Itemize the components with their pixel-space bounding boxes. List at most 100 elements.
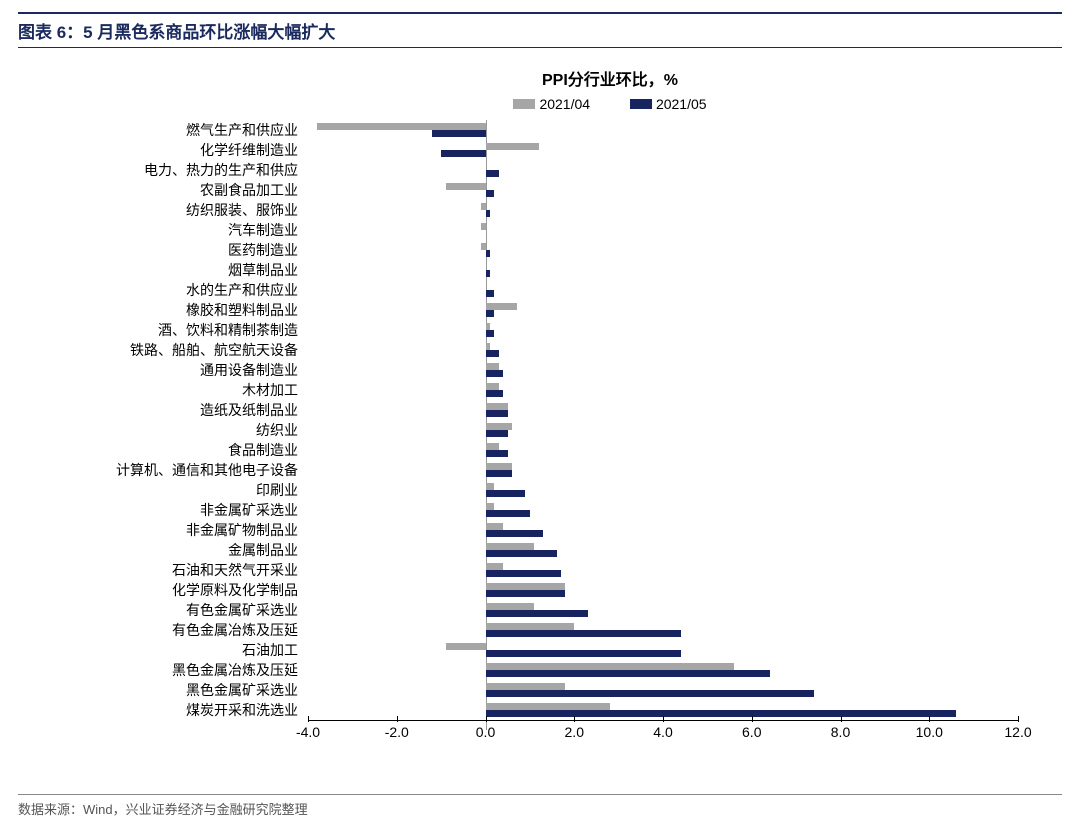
x-tick-mark	[929, 716, 930, 722]
bar-2021-04	[486, 663, 735, 670]
bar-2021-05	[486, 570, 561, 577]
y-axis-label: 纺织服装、服饰业	[186, 200, 298, 220]
y-axis-label: 烟草制品业	[228, 260, 298, 280]
y-axis-label: 化学原料及化学制品	[172, 580, 298, 600]
bar-2021-05	[486, 670, 770, 677]
y-axis-label: 黑色金属矿采选业	[186, 680, 298, 700]
bar-2021-05	[486, 330, 495, 337]
bar-2021-04	[486, 523, 504, 530]
x-tick-label: 0.0	[476, 724, 495, 740]
bar-2021-04	[486, 303, 517, 310]
chart-source: 数据来源：Wind，兴业证券经济与金融研究院整理	[18, 802, 308, 817]
bar-2021-05	[486, 170, 499, 177]
chart-title: PPI分行业环比，%	[158, 66, 1062, 90]
y-axis-label: 石油加工	[242, 640, 298, 660]
bar-2021-05	[486, 690, 814, 697]
bar-2021-04	[481, 203, 485, 210]
x-tick-mark	[752, 716, 753, 722]
bar-2021-05	[486, 410, 508, 417]
x-axis: -4.0-2.00.02.04.06.08.010.012.0	[308, 720, 1018, 750]
bar-2021-04	[481, 223, 485, 230]
bar-2021-05	[486, 650, 681, 657]
bar-2021-04	[486, 443, 499, 450]
legend-label-2021-05: 2021/05	[656, 96, 707, 112]
y-axis-label: 食品制造业	[228, 440, 298, 460]
chart-plot: 燃气生产和供应业化学纤维制造业电力、热力的生产和供应农副食品加工业纺织服装、服饰…	[18, 120, 1038, 730]
x-tick-mark	[397, 716, 398, 722]
y-axis-label: 燃气生产和供应业	[186, 120, 298, 140]
x-tick-label: 4.0	[653, 724, 672, 740]
legend-swatch-2021-04	[513, 99, 535, 109]
bar-2021-05	[486, 550, 557, 557]
bar-2021-04	[486, 423, 513, 430]
y-axis-label: 黑色金属冶炼及压延	[172, 660, 298, 680]
y-axis-label: 有色金属矿采选业	[186, 600, 298, 620]
x-tick-label: 2.0	[565, 724, 584, 740]
bar-2021-05	[486, 310, 495, 317]
bar-2021-04	[317, 123, 486, 130]
x-tick-label: 6.0	[742, 724, 761, 740]
bar-2021-04	[486, 583, 566, 590]
bar-2021-04	[486, 143, 539, 150]
y-axis-label: 印刷业	[256, 480, 298, 500]
bar-2021-05	[486, 450, 508, 457]
bar-2021-04	[486, 383, 499, 390]
bar-2021-04	[486, 483, 495, 490]
bar-2021-04	[486, 463, 513, 470]
y-axis-label: 非金属矿采选业	[200, 500, 298, 520]
y-axis-label: 医药制造业	[228, 240, 298, 260]
y-axis-label: 汽车制造业	[228, 220, 298, 240]
bar-2021-05	[486, 370, 504, 377]
y-axis-label: 木材加工	[242, 380, 298, 400]
y-axis-label: 有色金属冶炼及压延	[172, 620, 298, 640]
x-tick-label: -2.0	[385, 724, 409, 740]
x-tick-mark	[841, 716, 842, 722]
bar-2021-05	[486, 610, 588, 617]
chart-footer: 数据来源：Wind，兴业证券经济与金融研究院整理	[18, 794, 1062, 819]
chart-header-title: 图表 6：5 月黑色系商品环比涨幅大幅扩大	[18, 23, 335, 42]
bar-2021-04	[486, 623, 575, 630]
bar-2021-04	[486, 363, 499, 370]
bar-2021-05	[486, 510, 530, 517]
bar-2021-05	[486, 470, 513, 477]
bar-2021-04	[486, 683, 566, 690]
chart-area: PPI分行业环比，% 2021/04 2021/05 燃气生产和供应业化学纤维制…	[18, 66, 1062, 786]
bar-2021-04	[486, 543, 535, 550]
legend-swatch-2021-05	[630, 99, 652, 109]
bar-2021-04	[486, 703, 610, 710]
bar-2021-05	[486, 710, 956, 717]
bar-2021-05	[486, 290, 495, 297]
bar-2021-04	[486, 563, 504, 570]
bar-2021-04	[486, 323, 490, 330]
x-tick-label: 12.0	[1004, 724, 1031, 740]
bar-2021-05	[486, 590, 566, 597]
bar-2021-05	[486, 490, 526, 497]
y-axis-label: 通用设备制造业	[200, 360, 298, 380]
y-axis-labels: 燃气生产和供应业化学纤维制造业电力、热力的生产和供应农副食品加工业纺织服装、服饰…	[18, 120, 298, 730]
bar-2021-04	[486, 503, 495, 510]
y-axis-label: 煤炭开采和洗选业	[186, 700, 298, 720]
bar-2021-05	[432, 130, 485, 137]
chart-legend: 2021/04 2021/05	[158, 96, 1062, 112]
y-axis-label: 计算机、通信和其他电子设备	[116, 460, 298, 480]
y-axis-label: 酒、饮料和精制茶制造	[158, 320, 298, 340]
bar-2021-05	[486, 190, 495, 197]
bar-2021-05	[441, 150, 485, 157]
bar-2021-05	[486, 210, 490, 217]
bar-2021-04	[486, 343, 490, 350]
y-axis-label: 铁路、船舶、航空航天设备	[130, 340, 298, 360]
x-tick-mark	[308, 716, 309, 722]
page-container: 图表 6：5 月黑色系商品环比涨幅大幅扩大 PPI分行业环比，% 2021/04…	[0, 0, 1080, 823]
bar-2021-04	[486, 403, 508, 410]
bar-2021-05	[486, 350, 499, 357]
y-axis-label: 金属制品业	[228, 540, 298, 560]
bar-2021-05	[486, 270, 490, 277]
bar-2021-04	[446, 183, 486, 190]
y-axis-label: 水的生产和供应业	[186, 280, 298, 300]
legend-label-2021-04: 2021/04	[539, 96, 590, 112]
chart-header: 图表 6：5 月黑色系商品环比涨幅大幅扩大	[18, 12, 1062, 48]
bar-2021-04	[446, 643, 486, 650]
bar-2021-05	[486, 430, 508, 437]
bar-2021-05	[486, 530, 544, 537]
y-axis-label: 造纸及纸制品业	[200, 400, 298, 420]
